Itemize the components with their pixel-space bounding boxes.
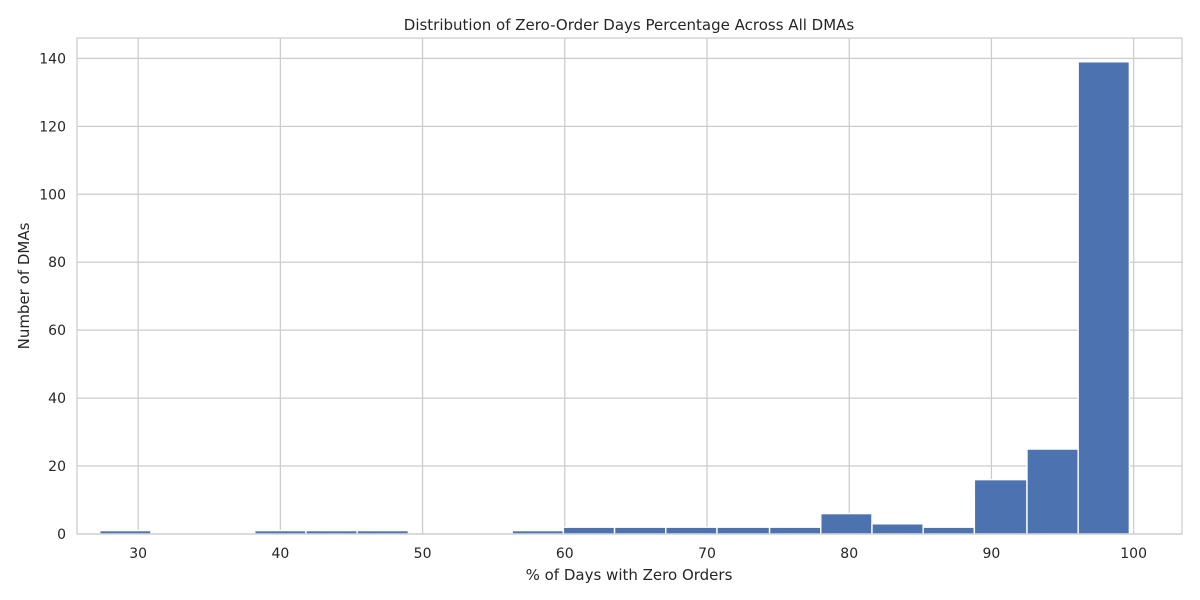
y-axis-label: Number of DMAs xyxy=(15,222,33,349)
y-tick-label: 60 xyxy=(48,323,66,339)
x-tick-label: 90 xyxy=(983,546,1001,562)
histogram-bar xyxy=(871,523,924,535)
histogram-bar xyxy=(820,512,873,535)
histogram-bar xyxy=(613,526,667,535)
histogram-bar xyxy=(665,526,718,535)
x-tick-label: 70 xyxy=(698,546,716,562)
x-tick-labels: 30 40 50 60 70 80 90 100 xyxy=(129,546,1147,562)
y-tick-label: 20 xyxy=(48,459,66,475)
x-axis-label: % of Days with Zero Orders xyxy=(526,566,733,584)
histogram-bar xyxy=(1077,61,1131,535)
y-tick-label: 100 xyxy=(39,187,66,203)
x-tick-label: 100 xyxy=(1120,546,1147,562)
histogram-bar xyxy=(716,526,771,535)
histogram-bar xyxy=(562,526,616,535)
histogram-bar xyxy=(973,478,1028,535)
y-tick-labels: 0 20 40 60 80 100 120 140 xyxy=(39,51,66,543)
plot-frame xyxy=(76,37,1183,535)
x-tick-label: 60 xyxy=(556,546,574,562)
chart-title: Distribution of Zero-Order Days Percenta… xyxy=(404,16,855,34)
x-tick-label: 50 xyxy=(414,546,432,562)
histogram-bar xyxy=(768,526,822,535)
x-tick-label: 30 xyxy=(129,546,147,562)
x-tick-label: 40 xyxy=(271,546,289,562)
grid xyxy=(77,38,1182,535)
y-tick-label: 80 xyxy=(48,255,66,271)
y-tick-label: 140 xyxy=(39,51,66,67)
y-tick-label: 40 xyxy=(48,391,66,407)
histogram-bar xyxy=(1026,448,1079,535)
y-tick-label: 120 xyxy=(39,119,66,135)
x-tick-label: 80 xyxy=(840,546,858,562)
bars xyxy=(99,61,1131,535)
y-tick-label: 0 xyxy=(57,527,66,543)
histogram-bar xyxy=(922,526,976,535)
